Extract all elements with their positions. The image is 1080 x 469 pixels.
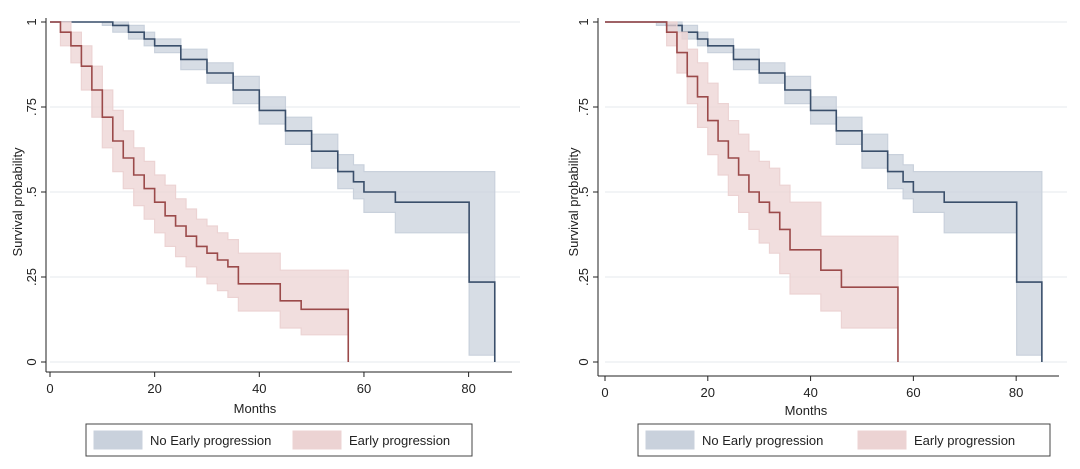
x-tick-label: 20 <box>147 381 161 396</box>
survival-line <box>605 21 1043 362</box>
confidence-band <box>50 21 349 336</box>
km-chart-left: 0 .25 .5 .75 1 0 20 40 60 80 Months Survival probab… <box>10 18 520 457</box>
km-chart-right: 0 .25 .5 .75 1 0 20 40 60 80 Months Survival probab… <box>566 18 1067 457</box>
y-axis-title: Survival probability <box>10 147 25 257</box>
series-early-progression <box>50 21 350 362</box>
y-tick-label: .5 <box>24 187 39 198</box>
x-tick-label: 20 <box>701 385 715 400</box>
y-tick-label: 1 <box>24 18 39 25</box>
x-tick-label: 40 <box>252 381 266 396</box>
legend-box <box>637 423 1051 457</box>
legend-swatch <box>645 430 695 450</box>
series-early-progression <box>605 21 899 362</box>
y-axis-title: Survival probability <box>566 147 581 257</box>
y-tick-label: 0 <box>24 358 39 365</box>
x-tick-label: 0 <box>601 385 608 400</box>
survival-line <box>605 21 899 362</box>
series-no-early-progression <box>605 21 1043 362</box>
y-tick-label: .5 <box>576 187 591 198</box>
x-tick-label: 60 <box>906 385 920 400</box>
survival-line <box>50 21 496 362</box>
legend-label: Early progression <box>349 433 450 448</box>
axes: 0 .25 .5 .75 1 0 20 40 60 80 <box>576 18 1059 400</box>
confidence-band <box>605 21 899 329</box>
chart-panel-right: 0 .25 .5 .75 1 0 20 40 60 80 Months Survival probab… <box>540 0 1080 469</box>
legend: No Early progression Early progression <box>637 423 1051 457</box>
axes: 0 .25 .5 .75 1 0 20 40 60 80 <box>24 18 512 396</box>
y-tick-label: 1 <box>576 18 591 25</box>
series-no-early-progression <box>50 21 496 362</box>
legend-label: Early progression <box>914 433 1015 448</box>
x-tick-label: 40 <box>803 385 817 400</box>
x-tick-label: 60 <box>357 381 371 396</box>
survival-line <box>50 21 350 362</box>
legend-swatch <box>93 430 143 450</box>
x-axis-title: Months <box>785 403 828 418</box>
y-tick-label: .25 <box>576 268 591 286</box>
y-tick-label: .75 <box>24 98 39 116</box>
legend: No Early progression Early progression <box>85 423 473 457</box>
y-tick-label: .25 <box>24 268 39 286</box>
x-tick-label: 80 <box>461 381 475 396</box>
legend-swatch <box>857 430 907 450</box>
x-tick-label: 0 <box>46 381 53 396</box>
x-tick-label: 80 <box>1009 385 1023 400</box>
x-axis-title: Months <box>234 401 277 416</box>
y-tick-label: .75 <box>576 98 591 116</box>
y-tick-label: 0 <box>576 358 591 365</box>
legend-label: No Early progression <box>150 433 271 448</box>
legend-box <box>85 423 473 457</box>
legend-label: No Early progression <box>702 433 823 448</box>
chart-panel-left: 0 .25 .5 .75 1 0 20 40 60 80 Months Survival probab… <box>10 18 520 457</box>
legend-swatch <box>292 430 342 450</box>
